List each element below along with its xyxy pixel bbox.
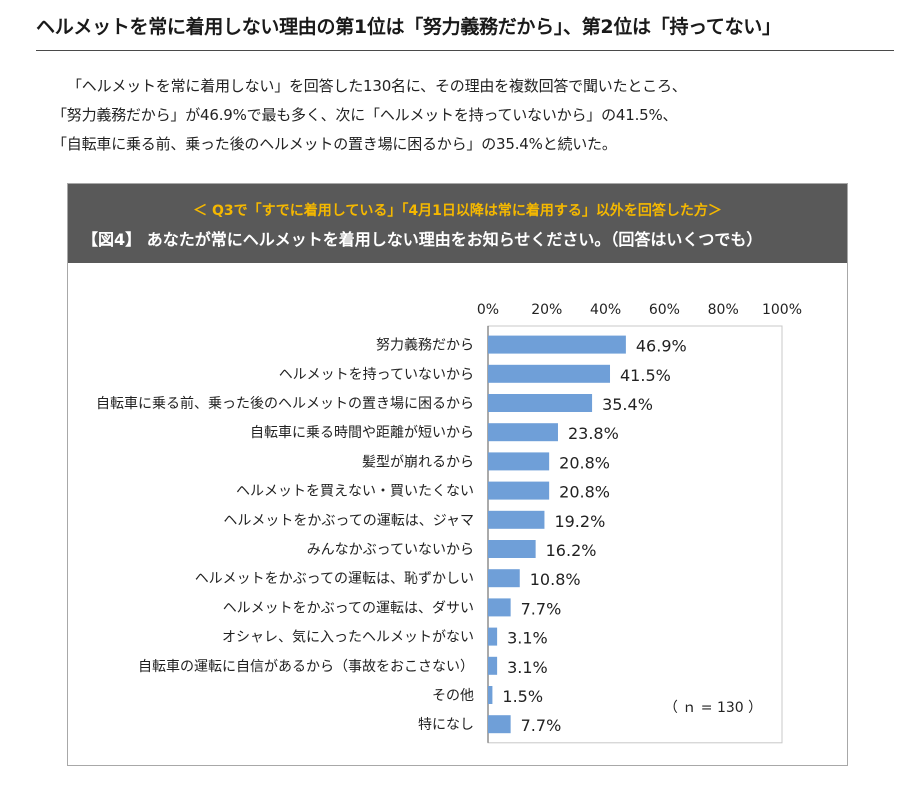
x-tick-label: 0%: [477, 302, 499, 318]
plot-frame: [487, 325, 783, 744]
category-label: みんなかぶっていないから: [307, 542, 474, 558]
x-tick-label: 60%: [649, 302, 680, 318]
body-line-3: 「自転車に乗る前、乗った後のヘルメットの置き場に困るから」の35.4%と続いた。: [52, 135, 617, 153]
headline-divider: [36, 50, 894, 51]
bar: [488, 569, 520, 588]
bar: [488, 627, 498, 646]
bar: [488, 598, 511, 617]
x-tick-label: 100%: [762, 302, 802, 318]
category-label: オシャレ、気に入ったヘルメットがない: [222, 630, 474, 646]
category-label: 自転車に乗る前、乗った後のヘルメットの置き場に困るから: [96, 395, 474, 412]
x-tick-label: 40%: [590, 302, 621, 318]
body-line-2: 「努力義務だから」が46.9%で最も多く、次に「ヘルメットを持っていないから」の…: [52, 106, 678, 124]
figure-panel: ＜ Q3で「すでに着用している」「4月1日以降は常に着用する」以外を回答した方＞…: [67, 183, 848, 766]
category-label: ヘルメットをかぶっての運転は、ジャマ: [223, 513, 474, 529]
bar: [488, 452, 550, 471]
value-label: 3.1%: [507, 658, 548, 677]
bar: [488, 656, 498, 675]
category-label: ヘルメットをかぶっての運転は、恥ずかしい: [195, 571, 474, 587]
body-paragraph: 「ヘルメットを常に着用しない」を回答した130名に、その理由を複数回答で聞いたと…: [52, 72, 892, 159]
bar: [488, 423, 558, 442]
value-label: 16.2%: [546, 541, 597, 560]
figure-header: ＜ Q3で「すでに着用している」「4月1日以降は常に着用する」以外を回答した方＞…: [68, 184, 847, 263]
value-label: 20.8%: [559, 453, 610, 472]
category-label: 自転車の運転に自信があるから（事故をおこさない）: [138, 658, 474, 675]
bar: [488, 715, 511, 734]
value-label: 23.8%: [568, 424, 619, 443]
value-label: 3.1%: [507, 629, 548, 648]
value-label: 46.9%: [636, 337, 687, 356]
body-line-1: 「ヘルメットを常に着用しない」を回答した130名に、その理由を複数回答で聞いたと…: [67, 77, 687, 95]
headline: ヘルメットを常に着用しない理由の第1位は「努力義務だから」、第2位は「持ってない…: [36, 16, 781, 38]
category-label: 特になし: [418, 717, 474, 733]
category-label: ヘルメットを持っていないから: [279, 367, 474, 383]
value-label: 35.4%: [602, 395, 653, 414]
category-label: 努力義務だから: [376, 337, 474, 354]
category-label: ヘルメットをかぶっての運転は、ダサい: [223, 600, 474, 616]
figure-subtitle: ＜ Q3で「すでに着用している」「4月1日以降は常に着用する」以外を回答した方＞: [193, 203, 722, 219]
category-label: 髪型が崩れるから: [362, 454, 474, 470]
sample-size-note: （ ｎ = 130 ）: [664, 700, 762, 716]
value-label: 7.7%: [521, 716, 562, 735]
bar: [488, 481, 550, 500]
bar: [488, 540, 536, 558]
value-label: 10.8%: [530, 570, 581, 589]
x-tick-label: 80%: [708, 302, 739, 318]
category-label: ヘルメットを買えない・買いたくない: [236, 484, 474, 500]
category-label: 自転車に乗る時間や距離が短いから: [250, 424, 474, 441]
bar: [488, 394, 593, 412]
bar: [488, 686, 493, 704]
bar: [488, 510, 545, 529]
bar: [488, 335, 626, 354]
bar: [488, 364, 611, 383]
value-label: 1.5%: [502, 687, 543, 706]
value-label: 7.7%: [521, 599, 562, 618]
category-label: その他: [432, 688, 474, 704]
x-tick-label: 20%: [531, 302, 562, 318]
figure-title: 【図4】 あなたが常にヘルメットを着用しない理由をお知らせください。（回答はいく…: [82, 230, 763, 249]
value-label: 19.2%: [554, 512, 605, 531]
bar-chart: 0% 20% 40% 60% 80% 100% 努力義務だから 46.9% ヘルメットを持ってい…: [96, 302, 802, 744]
value-label: 41.5%: [620, 366, 671, 385]
value-label: 20.8%: [559, 483, 610, 502]
